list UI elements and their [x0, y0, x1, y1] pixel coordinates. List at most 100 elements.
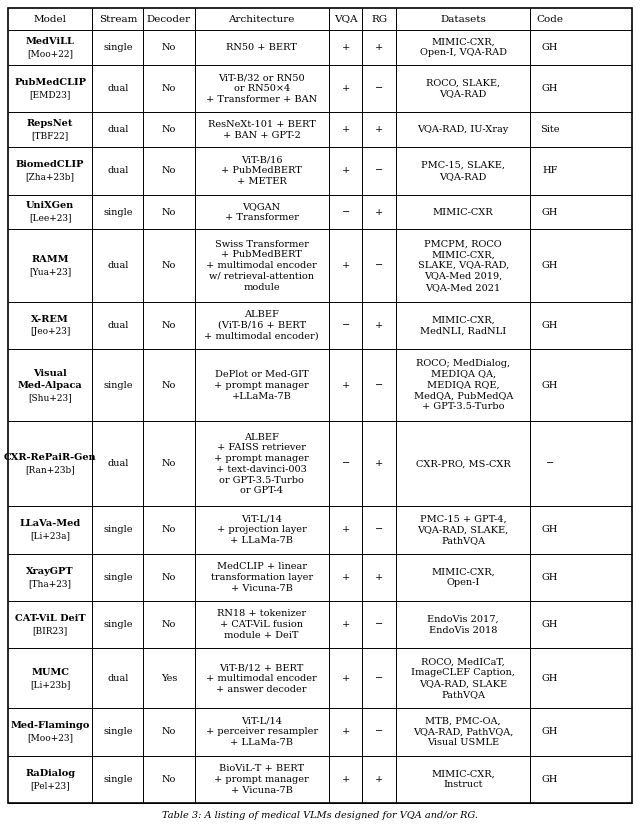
Text: −: − [375, 261, 383, 270]
Text: −: − [342, 459, 349, 468]
Text: MIMIC-CXR,
Open-I, VQA-RAD: MIMIC-CXR, Open-I, VQA-RAD [420, 37, 507, 57]
Text: single: single [103, 526, 132, 535]
Text: GH: GH [541, 261, 558, 270]
Text: No: No [162, 775, 176, 784]
Text: [Pel+23]: [Pel+23] [30, 781, 70, 790]
Text: ViT-L/14
+ projection layer
+ LLaMa-7B: ViT-L/14 + projection layer + LLaMa-7B [217, 515, 307, 546]
Text: No: No [162, 167, 176, 176]
Text: No: No [162, 727, 176, 736]
Text: ROCO, SLAKE,
VQA-RAD: ROCO, SLAKE, VQA-RAD [426, 79, 500, 98]
Text: RN50 + BERT: RN50 + BERT [226, 43, 297, 52]
Text: Site: Site [540, 125, 560, 134]
Text: −: − [375, 526, 383, 535]
Text: Med-Alpaca: Med-Alpaca [18, 381, 83, 390]
Text: Visual: Visual [33, 369, 67, 377]
Text: DePlot or Med-GIT
+ prompt manager
+LLaMa-7B: DePlot or Med-GIT + prompt manager +LLaM… [214, 370, 309, 401]
Text: RG: RG [371, 14, 387, 23]
Text: PMCPM, ROCO
MIMIC-CXR,
SLAKE, VQA-RAD,
VQA-Med 2019,
VQA-Med 2021: PMCPM, ROCO MIMIC-CXR, SLAKE, VQA-RAD, V… [417, 240, 509, 292]
Text: GH: GH [541, 526, 558, 535]
Text: +: + [342, 775, 349, 784]
Text: No: No [162, 84, 176, 93]
Text: UniXGen: UniXGen [26, 202, 74, 211]
Text: ResNeXt-101 + BERT
+ BAN + GPT-2: ResNeXt-101 + BERT + BAN + GPT-2 [208, 120, 316, 140]
Text: RepsNet: RepsNet [27, 119, 74, 128]
Text: Code: Code [536, 14, 563, 23]
Text: −: − [375, 381, 383, 390]
Text: ViT-B/12 + BERT
+ multimodal encoder
+ answer decoder: ViT-B/12 + BERT + multimodal encoder + a… [206, 663, 317, 694]
Text: +: + [342, 167, 349, 176]
Text: single: single [103, 573, 132, 581]
Text: PMC-15 + GPT-4,
VQA-RAD, SLAKE,
PathVQA: PMC-15 + GPT-4, VQA-RAD, SLAKE, PathVQA [417, 515, 509, 546]
Text: −: − [546, 459, 554, 468]
Text: VQGAN
+ Transformer: VQGAN + Transformer [225, 202, 299, 222]
Text: +: + [375, 207, 383, 217]
Text: [Moo+23]: [Moo+23] [27, 734, 73, 742]
Text: GH: GH [541, 621, 558, 629]
Text: CXR-PRO, MS-CXR: CXR-PRO, MS-CXR [416, 459, 511, 468]
Text: No: No [162, 261, 176, 270]
Text: +: + [342, 261, 349, 270]
Text: [Zha+23b]: [Zha+23b] [26, 172, 75, 182]
Text: EndoVis 2017,
EndoVis 2018: EndoVis 2017, EndoVis 2018 [428, 615, 499, 635]
Text: single: single [103, 775, 132, 784]
Text: Yes: Yes [161, 674, 177, 683]
Text: GH: GH [541, 727, 558, 736]
Text: +: + [342, 727, 349, 736]
Text: HF: HF [542, 167, 557, 176]
Text: +: + [375, 125, 383, 134]
Text: [EMD23]: [EMD23] [29, 90, 71, 99]
Text: single: single [103, 621, 132, 629]
Text: dual: dual [107, 459, 129, 468]
Text: No: No [162, 621, 176, 629]
Text: single: single [103, 43, 132, 52]
Text: Datasets: Datasets [440, 14, 486, 23]
Text: No: No [162, 526, 176, 535]
Text: LLaVa-Med: LLaVa-Med [19, 520, 81, 528]
Text: dual: dual [107, 674, 129, 683]
Text: MedViLL: MedViLL [26, 37, 74, 46]
Text: BioViL-T + BERT
+ prompt manager
+ Vicuna-7B: BioViL-T + BERT + prompt manager + Vicun… [214, 764, 309, 795]
Text: Med-Flamingo: Med-Flamingo [10, 721, 90, 731]
Text: +: + [342, 526, 349, 535]
Text: −: − [375, 674, 383, 683]
Text: VQA: VQA [334, 14, 357, 23]
Text: MTB, PMC-OA,
VQA-RAD, PathVQA,
Visual USMLE: MTB, PMC-OA, VQA-RAD, PathVQA, Visual US… [413, 716, 513, 747]
Text: [Jeo+23]: [Jeo+23] [30, 327, 70, 336]
Text: MIMIC-CXR: MIMIC-CXR [433, 207, 493, 217]
Text: MIMIC-CXR,
MedNLI, RadNLI: MIMIC-CXR, MedNLI, RadNLI [420, 316, 506, 336]
Text: ViT-L/14
+ perceiver resampler
+ LLaMa-7B: ViT-L/14 + perceiver resampler + LLaMa-7… [205, 716, 317, 747]
Text: +: + [342, 621, 349, 629]
Text: [Shu+23]: [Shu+23] [28, 393, 72, 402]
Text: [Ran+23b]: [Ran+23b] [25, 466, 75, 475]
Text: Model: Model [34, 14, 67, 23]
Text: [Yua+23]: [Yua+23] [29, 267, 71, 277]
Text: X-REM: X-REM [31, 315, 69, 324]
Text: +: + [342, 573, 349, 581]
Text: single: single [103, 207, 132, 217]
Text: BiomedCLIP: BiomedCLIP [16, 160, 84, 169]
Text: −: − [375, 84, 383, 93]
Text: +: + [342, 125, 349, 134]
Text: MedCLIP + linear
transformation layer
+ Vicuna-7B: MedCLIP + linear transformation layer + … [211, 562, 313, 592]
Text: +: + [342, 381, 349, 390]
Text: −: − [375, 167, 383, 176]
Text: MUMC: MUMC [31, 668, 69, 676]
Text: dual: dual [107, 167, 129, 176]
Text: ViT-B/16
+ PubMedBERT
+ METER: ViT-B/16 + PubMedBERT + METER [221, 156, 302, 186]
Text: [TBF22]: [TBF22] [31, 132, 68, 140]
Text: +: + [342, 84, 349, 93]
Text: +: + [342, 43, 349, 52]
Text: CXR-RePaiR-Gen: CXR-RePaiR-Gen [4, 453, 97, 462]
Text: ViT-B/32 or RN50
or RN50×4
+ Transformer + BAN: ViT-B/32 or RN50 or RN50×4 + Transformer… [206, 73, 317, 104]
Text: GH: GH [541, 381, 558, 390]
Text: GH: GH [541, 674, 558, 683]
Text: RN18 + tokenizer
+ CAT-ViL fusion
module + DeiT: RN18 + tokenizer + CAT-ViL fusion module… [217, 610, 306, 640]
Text: +: + [375, 321, 383, 330]
Text: ROCO, MedICaT,
ImageCLEF Caption,
VQA-RAD, SLAKE
PathVQA: ROCO, MedICaT, ImageCLEF Caption, VQA-RA… [412, 658, 515, 699]
Text: [Lee+23]: [Lee+23] [29, 213, 72, 222]
Text: Decoder: Decoder [147, 14, 191, 23]
Text: RAMM: RAMM [31, 255, 69, 264]
Text: +: + [375, 43, 383, 52]
Text: MIMIC-CXR,
Instruct: MIMIC-CXR, Instruct [431, 770, 495, 789]
Text: Architecture: Architecture [228, 14, 295, 23]
